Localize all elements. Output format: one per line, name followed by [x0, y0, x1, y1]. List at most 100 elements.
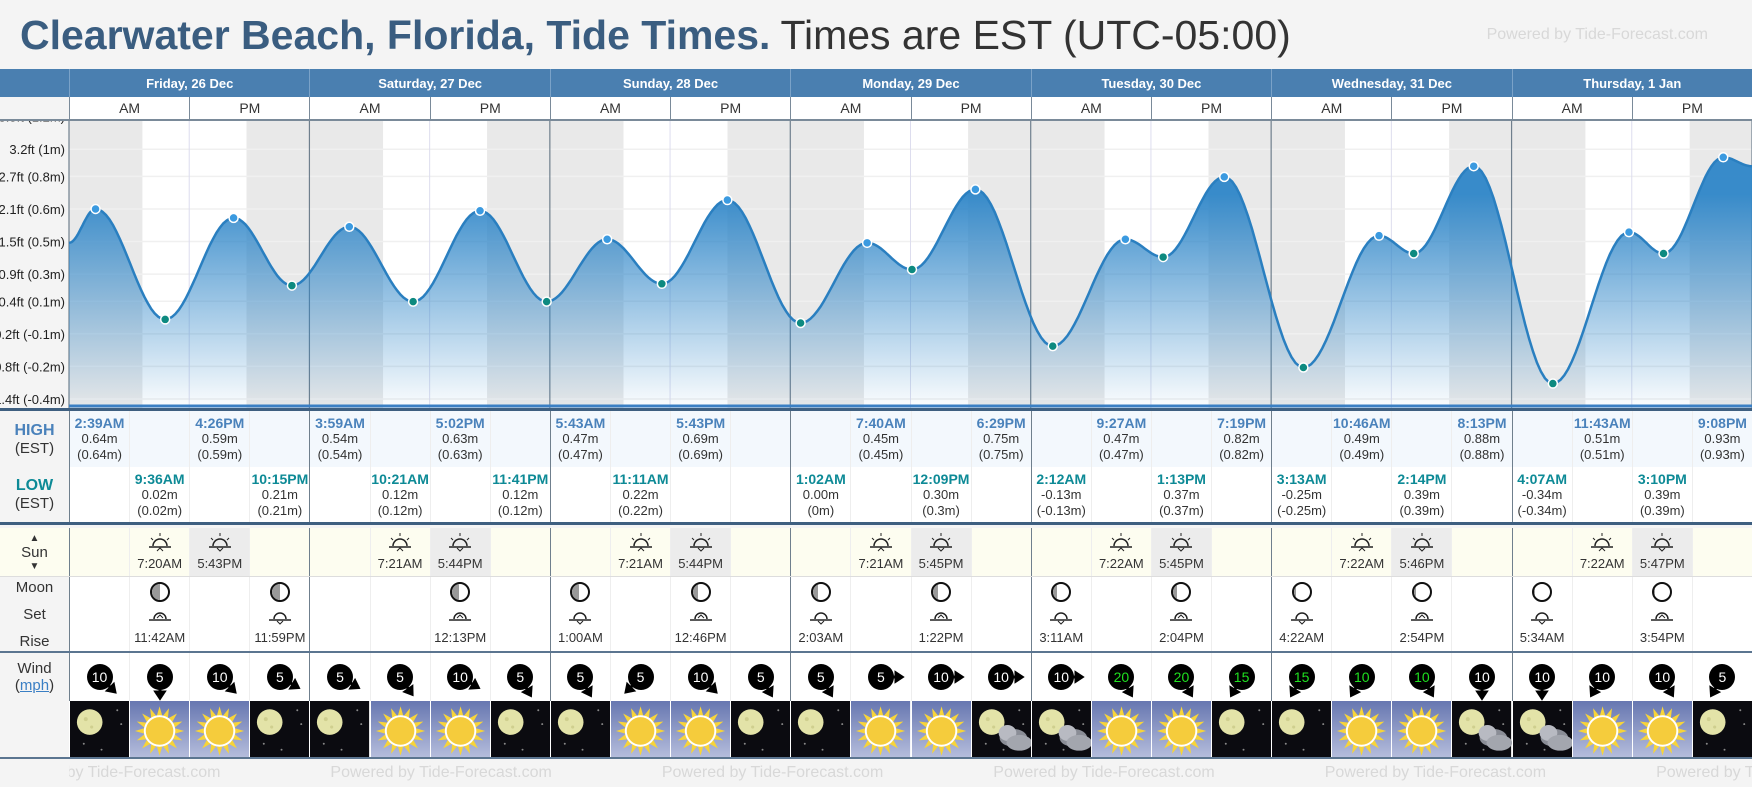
wind-cell: 10 — [1571, 653, 1632, 701]
moon-cell: 2:04PM — [1150, 577, 1211, 651]
ampm-label: AM — [549, 97, 670, 119]
day-header[interactable]: Friday, 26 Dec — [69, 69, 309, 97]
corner — [0, 69, 69, 97]
footer-powered-by[interactable]: Powered by Tide-Forecast.com — [69, 764, 221, 781]
wind-direction-arrow-icon — [891, 670, 905, 684]
moon-phase-icon — [1532, 582, 1553, 602]
wind-unit-link[interactable]: mph — [19, 677, 50, 694]
footer-powered-by[interactable]: Powered by Tide-Forecast.com — [661, 764, 884, 781]
moon-cell: 12:46PM — [670, 577, 730, 651]
wind-direction-arrow-icon — [705, 681, 718, 694]
high-tide-cell: 5:43AM 0.47m (0.47m) — [549, 411, 610, 467]
high-tide-height: 0.69m — [682, 431, 719, 446]
wind-cell: 5 — [489, 653, 550, 701]
wind-speed-badge: 10 — [1048, 664, 1085, 690]
footer-powered-by[interactable]: Powered by Tide-Forecast.com — [1324, 764, 1547, 781]
wind-direction-arrow-icon — [1535, 688, 1549, 701]
high-tide-point — [228, 212, 239, 224]
cloudy-night-weather-icon — [1030, 701, 1091, 757]
moon-cell: 2:54PM — [1391, 577, 1451, 651]
clear-night-weather-icon — [309, 701, 370, 757]
wind-direction-arrow-icon — [1012, 670, 1025, 684]
clear-night-weather-icon — [69, 701, 130, 757]
sunrise-time: 7:21AM — [858, 556, 904, 571]
ampm-label: PM — [189, 97, 309, 119]
wind-speed: 10 — [993, 669, 1009, 685]
low-tide-time: 11:11AM — [612, 470, 669, 487]
low-tide-time: 4:07AM — [1517, 470, 1568, 487]
sunny-weather-icon — [1331, 701, 1392, 757]
high-tide-height-alt: (0.82m) — [1219, 447, 1264, 462]
low-tide-time: 1:02AM — [795, 470, 846, 487]
wind-direction-arrow-icon — [104, 681, 117, 694]
sunrise-time: 7:22AM — [1339, 556, 1385, 571]
wind-cell: 5 — [790, 653, 850, 701]
wind-label: Wind (mph) — [0, 653, 69, 701]
moon-cell: 11:59PM — [249, 577, 309, 651]
wind-speed: 5 — [756, 669, 765, 685]
ampm-label: AM — [69, 97, 189, 119]
low-tide-height: 0.02m — [141, 486, 178, 502]
moon-event-time: 11:42AM — [134, 630, 186, 645]
powered-by[interactable]: Powered by Tide-Forecast.com — [1486, 26, 1708, 43]
sun-cell — [970, 528, 1031, 576]
wind-speed-badge: 20 — [1108, 664, 1135, 698]
wind-cell: 10 — [910, 653, 971, 701]
day-header[interactable]: Thursday, 1 Jan — [1511, 69, 1752, 97]
wind-speed-badge: 10 — [1408, 664, 1435, 698]
day-header[interactable]: Wednesday, 31 Dec — [1271, 69, 1511, 97]
ampm-row: AM PM AM PM AM PM AM PM AM PM AM PM AM PM — [0, 97, 1752, 121]
moon-event-time: 12:46PM — [674, 630, 727, 645]
high-tide-time: 5:43AM — [555, 415, 606, 431]
low-tide-point — [906, 264, 918, 275]
moon-phase-icon — [690, 582, 711, 602]
low-tide-point — [656, 278, 668, 290]
wind-speed: 5 — [396, 669, 404, 685]
y-tick-label: -1.4ft (-0.4m) — [0, 392, 65, 407]
high-tide-height-alt: (0.47m) — [1098, 447, 1144, 462]
sunset-time: 5:44PM — [437, 556, 483, 571]
day-header[interactable]: Saturday, 27 Dec — [309, 69, 549, 97]
footer-powered-by[interactable]: Powered by Tide-Forecast.com — [330, 764, 552, 781]
wind-speed-badge: 20 — [1168, 664, 1195, 698]
high-tide-point — [1120, 233, 1131, 245]
moonrise-icon — [1170, 612, 1193, 621]
wind-speed: 5 — [275, 669, 284, 685]
day-header[interactable]: Sunday, 28 Dec — [549, 69, 790, 97]
sunrise-icon — [1591, 533, 1614, 552]
low-tide-cell: 2:12AM -0.13m (-0.13m) — [1030, 467, 1091, 522]
sunrise-icon — [629, 533, 652, 552]
high-tide-height-alt: (0.88m) — [1459, 447, 1505, 462]
timezone-note: Times are EST (UTC-05:00) — [780, 12, 1291, 58]
wind-direction-arrow-icon — [348, 677, 361, 690]
wind-row: Wind (mph) 10 5 10 5 5 5 10 5 5 5 10 5 5 5 10 10 10 20 20 15… — [0, 653, 1752, 701]
high-tide-height-alt: (0.45m) — [858, 447, 904, 462]
day-header[interactable]: Tuesday, 30 Dec — [1030, 69, 1271, 97]
low-tide-time: 10:15PM — [251, 470, 309, 487]
low-tide-height: 0.12m — [382, 486, 419, 502]
day-header[interactable]: Monday, 29 Dec — [790, 69, 1030, 97]
wind-speed-badge: 5 — [387, 664, 414, 697]
footer-powered-by[interactable]: Powered by Tide-Forecast.com — [993, 764, 1215, 781]
high-tide-cell: 9:27AM 0.47m (0.47m) — [1090, 411, 1151, 467]
wind-cell: 5 — [730, 653, 790, 701]
wind-direction-arrow-icon — [288, 677, 301, 690]
high-tide-point — [1468, 160, 1479, 172]
high-tide-cell: 2:39AM 0.64m (0.64m) — [69, 411, 129, 467]
sunrise-cell: 7:22AM — [1331, 528, 1391, 576]
y-tick-label: 0.9ft (0.3m) — [0, 267, 65, 282]
moon-phase-icon — [450, 582, 471, 602]
low-tide-height-alt: (0.02m) — [137, 502, 183, 518]
ampm-label: PM — [1631, 97, 1752, 119]
clear-night-weather-icon — [249, 701, 310, 757]
ampm-label: AM — [1030, 97, 1151, 119]
footer-powered-by[interactable]: Powered by Tide-Forecast.com — [1656, 764, 1752, 781]
sunset-icon — [449, 533, 472, 552]
sun-label[interactable]: ▲ Sun ▼ — [0, 528, 69, 576]
sunny-weather-icon — [850, 701, 911, 757]
high-tide-height: 0.93m — [1704, 431, 1741, 446]
low-tide-cell: 11:11AM 0.22m (0.22m) — [609, 467, 670, 522]
wind-speed: 10 — [933, 669, 949, 685]
high-tide-height: 0.47m — [1103, 431, 1140, 446]
high-tide-point — [344, 221, 355, 233]
